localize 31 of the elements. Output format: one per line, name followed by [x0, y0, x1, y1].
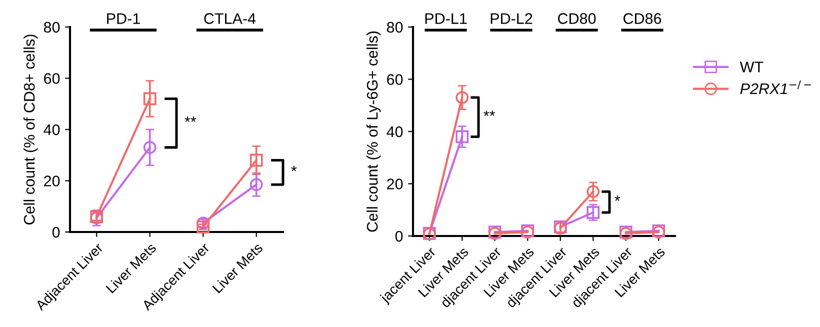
point: [143, 92, 156, 106]
y-tick-label: 0: [52, 226, 60, 238]
y-axis-title: Cell count (% of Ly-6G+ cells): [366, 31, 381, 232]
point: [196, 220, 210, 234]
y-tick-label: 20: [387, 178, 403, 190]
text: CTLA-4: [204, 13, 256, 24]
text: CD86: [623, 13, 662, 24]
y-tick-label: 40: [44, 124, 60, 136]
text: CD80: [558, 13, 596, 24]
y-tick-label: 80: [44, 22, 60, 33]
y-tick-label: 40: [386, 126, 403, 138]
y-tick-label: 80: [386, 22, 403, 33]
text: PD-1: [107, 13, 140, 24]
text: PD-L2: [490, 13, 532, 24]
y-tick-label: 0: [395, 230, 403, 242]
point: [143, 140, 156, 154]
point: [250, 154, 263, 167]
point: [456, 130, 469, 144]
annotation: *: [614, 195, 620, 201]
legend-label: P2RX1$^{−/−}$: [740, 80, 811, 94]
y-axis-title: Cell count (% of CD8+ cells): [23, 34, 38, 224]
point: [250, 178, 263, 192]
point: [456, 91, 469, 104]
text: PD-L1: [425, 13, 467, 24]
text: *: [291, 166, 297, 172]
annotation: **: [484, 110, 496, 116]
legend-label: WT: [740, 62, 764, 72]
y-tick-label: 60: [387, 74, 403, 85]
y-tick-label: 20: [44, 176, 60, 186]
y-tick-label: 60: [44, 73, 60, 84]
annotation: **: [184, 116, 196, 122]
